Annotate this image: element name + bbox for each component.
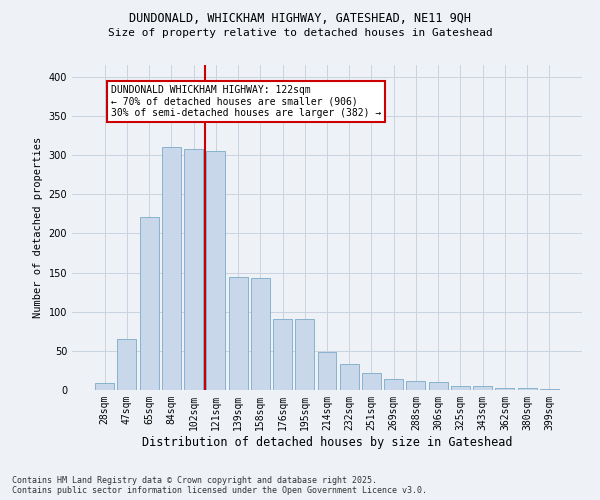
Bar — [384, 379, 403, 390]
Bar — [140, 217, 158, 390]
Bar — [251, 278, 270, 390]
Bar — [496, 388, 514, 390]
Bar — [162, 147, 181, 390]
Bar — [518, 388, 536, 390]
X-axis label: Distribution of detached houses by size in Gateshead: Distribution of detached houses by size … — [142, 436, 512, 448]
Bar — [317, 352, 337, 390]
Bar — [95, 383, 114, 390]
Bar — [118, 339, 136, 390]
Bar — [362, 373, 381, 390]
Y-axis label: Number of detached properties: Number of detached properties — [33, 137, 43, 318]
Text: DUNDONALD, WHICKHAM HIGHWAY, GATESHEAD, NE11 9QH: DUNDONALD, WHICKHAM HIGHWAY, GATESHEAD, … — [129, 12, 471, 26]
Bar — [206, 151, 225, 390]
Bar — [429, 382, 448, 390]
Bar — [473, 386, 492, 390]
Bar — [229, 277, 248, 390]
Bar — [540, 389, 559, 390]
Text: Size of property relative to detached houses in Gateshead: Size of property relative to detached ho… — [107, 28, 493, 38]
Text: DUNDONALD WHICKHAM HIGHWAY: 122sqm
← 70% of detached houses are smaller (906)
30: DUNDONALD WHICKHAM HIGHWAY: 122sqm ← 70%… — [112, 84, 382, 118]
Bar — [451, 386, 470, 390]
Bar — [340, 364, 359, 390]
Text: Contains HM Land Registry data © Crown copyright and database right 2025.
Contai: Contains HM Land Registry data © Crown c… — [12, 476, 427, 495]
Bar — [184, 149, 203, 390]
Bar — [295, 318, 314, 390]
Bar — [406, 382, 425, 390]
Bar — [273, 318, 292, 390]
